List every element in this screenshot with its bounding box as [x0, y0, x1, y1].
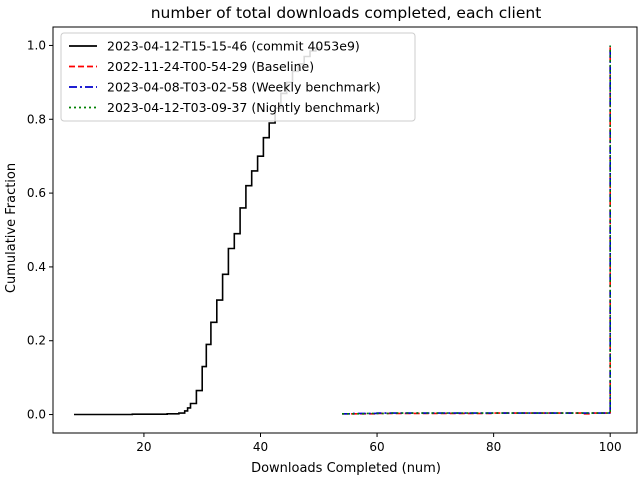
x-axis: 20 40 60 80 100	[136, 433, 622, 454]
y-axis-label: Cumulative Fraction	[4, 163, 19, 293]
y-axis: 0.0 0.2 0.4 0.6 0.8 1.0	[27, 38, 53, 422]
y-tick-label: 0.8	[27, 112, 46, 126]
plot-frame	[52, 26, 638, 434]
x-tick-label: 20	[136, 440, 151, 454]
legend: 2023-04-12-T15-15-46 (commit 4053e9) 2022…	[60, 32, 416, 122]
y-tick-label: 0.0	[27, 408, 46, 422]
y-tick-label: 0.4	[27, 260, 46, 274]
x-tick-label: 40	[253, 440, 268, 454]
chart-title: number of total downloads completed, eac…	[151, 4, 542, 22]
legend-entry: 2023-04-12-T15-15-46 (commit 4053e9)	[107, 39, 360, 54]
y-tick-label: 0.6	[27, 186, 46, 200]
y-tick-label: 0.2	[27, 334, 46, 348]
legend-entry: 2023-04-08-T03-02-58 (Weekly benchmark)	[107, 80, 381, 95]
x-tick-label: 60	[369, 440, 384, 454]
legend-entry: 2022-11-24-T00-54-29 (Baseline)	[107, 59, 314, 74]
legend-entry: 2023-04-12-T03-09-37 (Nightly benchmark)	[107, 100, 380, 115]
y-tick-label: 1.0	[27, 38, 46, 52]
x-tick-label: 80	[486, 440, 501, 454]
x-tick-label: 100	[599, 440, 622, 454]
x-axis-label: Downloads Completed (num)	[251, 461, 441, 476]
legend-box	[60, 32, 416, 122]
series-line-2	[342, 45, 611, 415]
